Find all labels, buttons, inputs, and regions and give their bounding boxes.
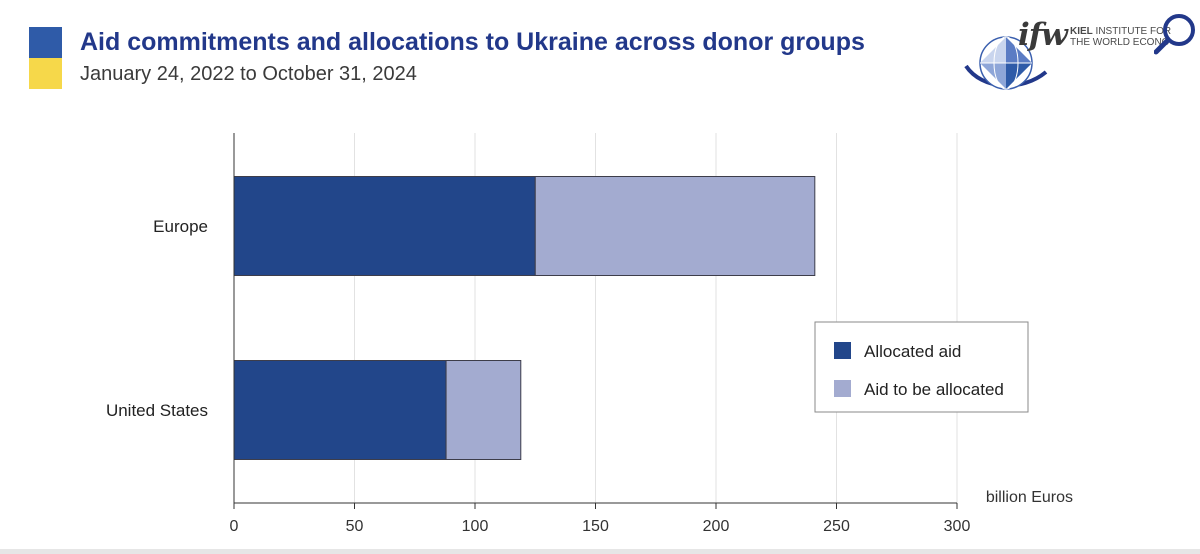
flag-yellow-stripe <box>29 58 62 89</box>
bar-segment <box>534 176 816 276</box>
bar-segment <box>445 360 522 460</box>
x-tick-label: 100 <box>462 518 489 535</box>
legend-label: Aid to be allocated <box>864 380 1004 399</box>
legend-box <box>814 321 1029 413</box>
x-tick-label: 50 <box>346 518 364 535</box>
magnifier-icon[interactable] <box>1154 8 1200 68</box>
chart-title: Aid commitments and allocations to Ukrai… <box>80 28 865 56</box>
logo-institute-name: KIEL INSTITUTE FOR THE WORLD ECONO <box>1070 26 1171 48</box>
legend-swatch <box>834 342 851 359</box>
legend-swatch <box>834 380 851 397</box>
flag-blue-stripe <box>29 27 62 58</box>
logo-world-economy: THE WORLD ECONO <box>1070 37 1170 48</box>
legend: Allocated aid Aid to be allocated <box>814 321 1029 413</box>
logo-wordmark: ifw <box>1018 17 1068 53</box>
x-tick-labels: 0 50 100 150 200 250 300 <box>230 518 971 535</box>
bottom-rule <box>0 549 1200 554</box>
category-label: United States <box>106 401 208 420</box>
axes <box>233 133 958 509</box>
legend-label: Allocated aid <box>864 342 961 361</box>
bars <box>233 176 816 460</box>
logo-kiel: KIEL <box>1070 26 1093 37</box>
bar-segment <box>233 176 536 276</box>
category-labels: Europe United States <box>106 217 208 420</box>
globe-icon <box>964 36 1048 90</box>
ukraine-flag <box>29 27 62 89</box>
bar-segment <box>233 360 447 460</box>
ifw-logo: ifw KIEL INSTITUTE FOR THE WORLD ECONO <box>962 8 1200 98</box>
logo-institute-for: INSTITUTE FOR <box>1092 26 1172 37</box>
x-tick-label: 200 <box>703 518 730 535</box>
x-tick-label: 300 <box>944 518 971 535</box>
chart-subtitle: January 24, 2022 to October 31, 2024 <box>80 63 417 85</box>
x-axis-label: billion Euros <box>986 489 1073 506</box>
x-tick-label: 250 <box>823 518 850 535</box>
x-tick-label: 0 <box>230 518 239 535</box>
category-label: Europe <box>153 217 208 236</box>
x-tick-label: 150 <box>582 518 609 535</box>
